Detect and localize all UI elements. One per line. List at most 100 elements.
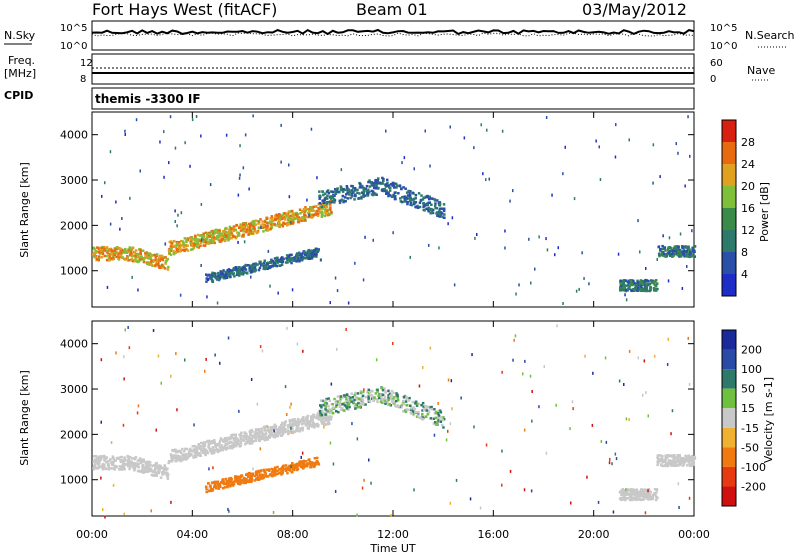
data-cell — [254, 428, 258, 431]
data-cell — [661, 254, 665, 257]
x-tick-label: 00:00 — [678, 528, 710, 541]
data-cell — [272, 222, 276, 226]
data-cell — [302, 421, 305, 425]
data-cell — [296, 255, 299, 258]
data-cell — [667, 337, 669, 341]
data-cell — [360, 186, 363, 189]
data-cell — [632, 279, 635, 283]
data-cell — [348, 190, 352, 194]
data-cell — [390, 195, 394, 198]
data-cell — [307, 424, 311, 427]
data-cell — [279, 218, 282, 221]
data-cell — [278, 264, 281, 267]
data-cell — [310, 417, 313, 420]
data-cell — [145, 460, 148, 464]
data-cell — [417, 411, 420, 414]
data-cell — [570, 501, 572, 505]
data-cell — [279, 424, 283, 427]
data-cell — [152, 329, 155, 332]
data-cell — [200, 235, 204, 239]
data-cell — [671, 409, 674, 413]
data-cell — [250, 441, 254, 445]
data-cell — [445, 438, 448, 442]
colorbar-tick-label: -50 — [741, 441, 759, 454]
data-cell — [309, 423, 313, 427]
data-cell — [146, 461, 149, 465]
data-cell — [185, 240, 188, 244]
data-cell — [674, 252, 677, 256]
data-cell — [139, 256, 142, 259]
data-cell — [230, 231, 233, 234]
data-cell — [323, 208, 327, 211]
data-cell — [196, 453, 199, 456]
data-cell — [140, 470, 143, 473]
data-cell — [301, 451, 304, 455]
data-cell — [323, 203, 326, 206]
data-cell — [349, 398, 352, 402]
data-cell — [414, 201, 418, 204]
velocity-colorbar-label: Velocity [m s-1] — [762, 377, 775, 463]
data-cell — [416, 206, 420, 209]
data-cell — [224, 227, 227, 231]
data-cell — [135, 462, 139, 465]
data-cell — [578, 287, 580, 291]
data-cell — [234, 266, 238, 269]
data-cell — [229, 485, 232, 488]
data-cell — [207, 486, 209, 490]
data-cell — [686, 248, 689, 251]
data-cell — [264, 228, 268, 232]
data-cell — [555, 403, 557, 407]
data-cell — [225, 235, 228, 239]
data-cell — [207, 442, 211, 446]
data-cell — [226, 237, 229, 240]
data-cell — [329, 301, 331, 305]
data-cell — [250, 436, 254, 440]
data-cell — [286, 413, 288, 416]
data-cell — [385, 129, 387, 133]
nsky-label: N.Sky — [4, 29, 36, 42]
data-cell — [389, 397, 393, 400]
data-cell — [154, 472, 158, 476]
data-cell — [303, 213, 307, 217]
colorbar-segment — [722, 142, 736, 164]
data-cell — [358, 192, 361, 195]
data-cell — [440, 207, 444, 210]
data-cell — [408, 199, 412, 203]
data-cell — [645, 497, 648, 500]
data-cell — [324, 212, 328, 215]
data-cell — [354, 395, 358, 399]
data-cell — [556, 324, 558, 328]
data-cell — [198, 234, 202, 237]
data-cell — [396, 395, 399, 399]
data-cell — [256, 432, 259, 435]
data-cell — [129, 196, 131, 200]
data-cell — [364, 187, 367, 190]
data-cell — [267, 436, 270, 439]
data-cell — [305, 253, 308, 257]
data-cell — [206, 232, 209, 236]
data-cell — [213, 441, 216, 445]
data-cell — [362, 278, 365, 282]
data-cell — [285, 467, 288, 470]
data-cell — [278, 468, 281, 471]
data-cell — [221, 230, 225, 233]
data-cell — [280, 260, 284, 264]
data-cell — [205, 487, 208, 491]
data-cell — [163, 130, 165, 134]
data-cell — [211, 241, 215, 245]
data-cell — [257, 429, 260, 432]
data-cell — [438, 246, 440, 250]
data-cell — [345, 193, 348, 196]
data-cell — [240, 223, 244, 227]
data-cell — [107, 468, 111, 471]
data-cell — [247, 231, 251, 234]
data-cell — [150, 509, 152, 513]
data-cell — [392, 193, 395, 197]
data-cell — [204, 485, 208, 488]
data-cell — [161, 472, 165, 476]
data-cell — [273, 435, 277, 439]
data-cell — [310, 216, 314, 219]
data-cell — [174, 251, 178, 254]
data-cell — [687, 255, 691, 258]
data-cell — [214, 446, 218, 449]
